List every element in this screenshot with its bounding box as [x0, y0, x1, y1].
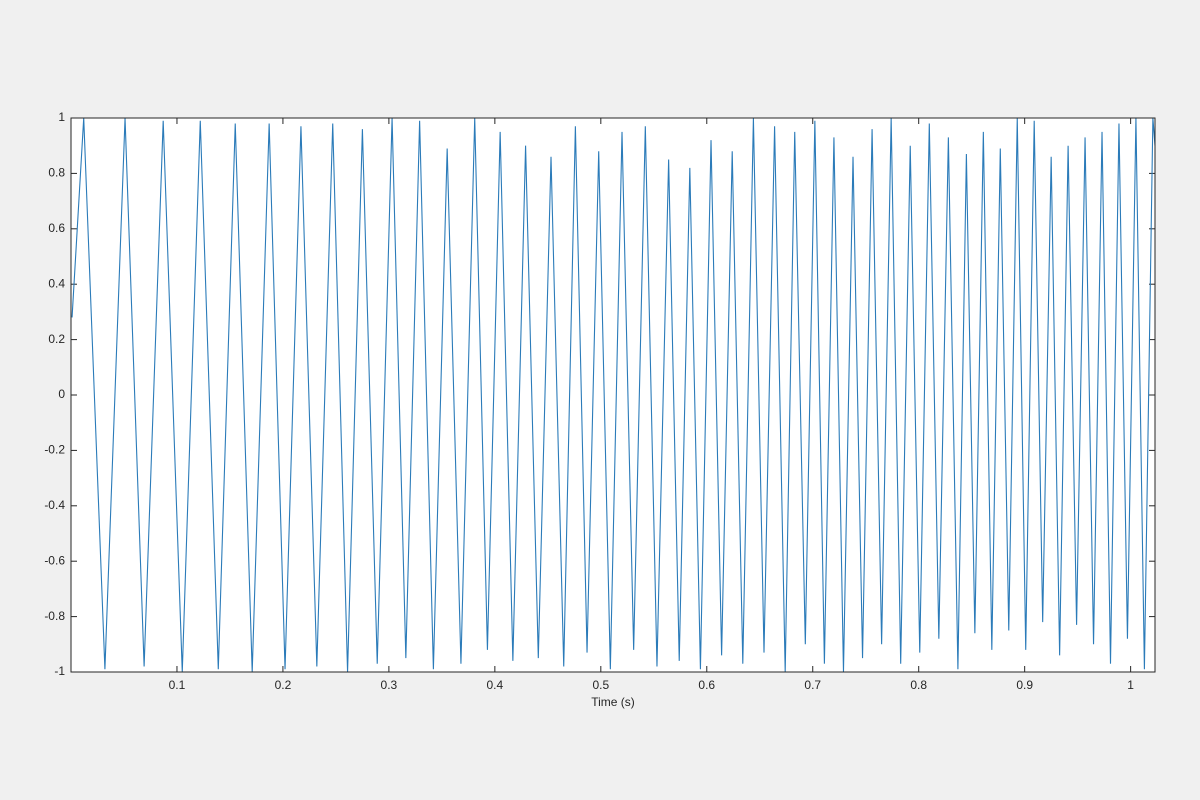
x-tick-label: 0.6	[698, 678, 715, 692]
x-tick-label: 0.3	[381, 678, 398, 692]
signal-line	[71, 117, 1156, 673]
y-tick-label: 0.6	[48, 221, 65, 235]
y-tick-label: -0.2	[44, 443, 65, 457]
x-tick-label: 0.7	[804, 678, 821, 692]
x-tick-label: 0.8	[910, 678, 927, 692]
y-tick-label: 0	[58, 387, 65, 401]
x-tick-label: 0.5	[592, 678, 609, 692]
x-tick-label: 1	[1127, 678, 1134, 692]
x-tick-label: 0.9	[1016, 678, 1033, 692]
x-tick-label: 0.4	[487, 678, 504, 692]
axes-box	[70, 117, 1156, 673]
y-tick-label: -1	[54, 664, 65, 678]
x-axis-label: Time (s)	[591, 695, 635, 709]
y-tick-label: 0.2	[48, 332, 65, 346]
y-tick-label: -0.6	[44, 553, 65, 567]
y-tick-label: 0.8	[48, 166, 65, 180]
x-tick-label: 0.2	[275, 678, 292, 692]
y-tick-label: -0.4	[44, 498, 65, 512]
y-tick-label: 0.4	[48, 276, 65, 290]
y-tick-label: -0.8	[44, 609, 65, 623]
x-tick-label: 0.1	[169, 678, 186, 692]
y-tick-label: 1	[58, 110, 65, 124]
